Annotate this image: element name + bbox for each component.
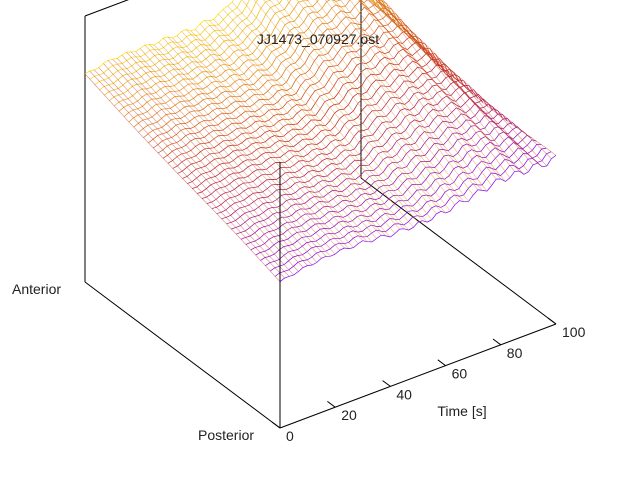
mesh-line-position	[334, 0, 488, 192]
mesh-line-position	[135, 51, 331, 257]
mesh-line-position	[153, 44, 350, 249]
mesh-line-position	[315, 0, 474, 196]
box-edge-right-bottom	[360, 177, 557, 325]
mesh-line-position	[181, 31, 377, 239]
x-tick-label-60: 60	[452, 366, 468, 382]
mesh-line-position	[380, 0, 534, 166]
mesh-line-position	[84, 73, 281, 282]
mesh-line-position	[213, 19, 410, 231]
mesh-line-position	[204, 19, 400, 230]
mesh-line-position	[130, 51, 327, 257]
mesh-line-position	[185, 29, 382, 236]
mesh-line-position	[167, 36, 364, 241]
mesh-line-time	[162, 30, 440, 159]
chart-title: JJ1473_070927.ost	[257, 31, 379, 47]
mesh-line-position	[296, 0, 460, 201]
x-tick-label-20: 20	[341, 407, 357, 423]
mesh-line-position	[302, 0, 465, 202]
mesh-line-position	[190, 30, 387, 237]
x-axis-line	[279, 323, 557, 429]
mesh-line-position	[253, 0, 437, 214]
mesh-line-position	[276, 0, 451, 212]
mesh-line-position	[103, 63, 299, 272]
mesh-line-position	[126, 51, 322, 259]
mesh-line-position	[222, 9, 419, 223]
box-edge-left-bottom	[84, 281, 281, 429]
plot-box-front	[279, 162, 557, 429]
x-tick-mark-60	[437, 359, 446, 367]
mesh-line-position	[306, 0, 469, 202]
x-tick-mark-40	[382, 380, 391, 387]
mesh-line-position	[172, 37, 368, 242]
mesh-line-position	[349, 0, 497, 180]
x-tick-label-80: 80	[507, 345, 523, 361]
mesh-line-position	[195, 29, 391, 238]
mesh-line-time	[226, 103, 503, 225]
mesh-line-position	[378, 0, 529, 173]
mesh-line-position	[361, 0, 511, 178]
mesh-line-position	[382, 0, 538, 164]
mesh-line-position	[286, 0, 456, 205]
mesh-line-time	[104, 0, 381, 96]
mesh-line-position	[366, 0, 557, 156]
mesh-line-time	[187, 58, 464, 184]
mesh-line-position	[325, 0, 479, 190]
mesh-line-time	[216, 91, 493, 214]
mesh-line-position	[218, 13, 414, 228]
mesh-line-position	[176, 35, 373, 243]
y-end-label-far: Anterior	[12, 281, 61, 297]
x-tick-label-100: 100	[562, 324, 586, 340]
mesh-line-position	[376, 0, 520, 172]
x-tick-mark-0	[271, 421, 281, 429]
mesh-line-position	[331, 0, 483, 191]
mesh-line-position	[112, 58, 308, 266]
mesh-line-time	[123, 0, 401, 117]
mesh-line-position	[375, 0, 543, 168]
mesh-line-position	[139, 48, 336, 255]
mesh-line-position	[227, 5, 423, 221]
mesh-line-position	[93, 69, 290, 277]
x-tick-mark-80	[492, 338, 502, 346]
mesh-line-position	[208, 20, 405, 230]
mesh-line-position	[231, 2, 428, 223]
mesh-line-position	[162, 37, 359, 244]
mesh-line-time	[221, 97, 498, 220]
mesh-line-position	[158, 41, 354, 248]
mesh-line-time	[279, 155, 557, 282]
surface-mesh	[84, 0, 557, 282]
box-edge-far-top	[84, 0, 129, 17]
mesh-line-position	[121, 54, 318, 263]
mesh-line-position	[368, 0, 515, 172]
x-tick-mark-20	[327, 400, 336, 408]
y-end-label-near: Posterior	[198, 427, 254, 443]
mesh-line-position	[269, 0, 446, 214]
mesh-line-position	[369, 0, 548, 167]
mesh-line-position	[107, 60, 304, 268]
mesh-line-position	[372, 0, 552, 159]
mesh-line-position	[340, 0, 492, 186]
mesh-line-position	[149, 44, 345, 249]
x-axis-label: Time [s]	[437, 403, 486, 419]
x-tick-label-40: 40	[396, 386, 412, 402]
mesh-line-position	[199, 23, 396, 234]
mesh-line-position	[377, 0, 525, 175]
mesh-line-position	[263, 0, 442, 212]
mesh-line-position	[144, 44, 341, 251]
mesh-line-position	[359, 0, 506, 182]
mesh-line-position	[358, 0, 502, 180]
x-axis-ticks: 0 20 40 60 80 100	[271, 317, 586, 444]
x-tick-mark-100	[547, 317, 557, 325]
mesh-line-position	[98, 67, 295, 276]
mesh-line-position	[89, 70, 285, 279]
mesh-line-position	[241, 0, 433, 220]
x-tick-label-0: 0	[286, 428, 294, 444]
